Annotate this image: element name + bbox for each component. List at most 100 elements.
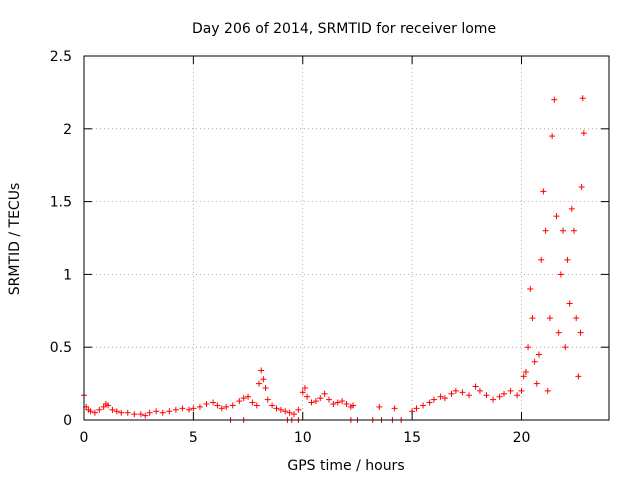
data-point bbox=[179, 405, 186, 412]
data-point bbox=[277, 406, 284, 413]
x-tick-label: 10 bbox=[294, 430, 312, 446]
x-tick-label: 5 bbox=[189, 430, 198, 446]
ticks: 0 0.5 1 1.5 2 2.5 0 5 10 15 20 bbox=[50, 49, 609, 446]
data-point bbox=[472, 383, 479, 390]
data-point bbox=[564, 256, 571, 263]
data-point bbox=[538, 256, 545, 263]
data-point bbox=[343, 400, 350, 407]
data-point bbox=[172, 406, 179, 413]
data-point bbox=[166, 408, 173, 415]
x-tick-label: 20 bbox=[513, 430, 531, 446]
data-point bbox=[218, 405, 225, 412]
data-point bbox=[118, 409, 125, 416]
data-point bbox=[544, 387, 551, 394]
data-point bbox=[452, 387, 459, 394]
data-point bbox=[568, 205, 575, 212]
data-point bbox=[549, 133, 556, 140]
data-point bbox=[146, 409, 153, 416]
data-point bbox=[557, 271, 564, 278]
y-tick-label: 0 bbox=[63, 413, 72, 429]
data-point bbox=[466, 392, 472, 399]
data-point bbox=[578, 184, 585, 191]
data-point bbox=[253, 402, 260, 409]
data-point bbox=[137, 411, 144, 418]
data-point bbox=[529, 315, 536, 322]
plot-frame bbox=[83, 55, 610, 421]
data-point bbox=[536, 351, 542, 358]
data-point bbox=[203, 400, 210, 407]
data-point bbox=[282, 408, 289, 415]
data-point bbox=[579, 95, 586, 102]
data-point bbox=[334, 399, 341, 406]
grid bbox=[84, 56, 609, 420]
data-point bbox=[330, 400, 337, 407]
data-point bbox=[249, 399, 256, 406]
data-point bbox=[317, 395, 324, 402]
data-point bbox=[142, 412, 149, 419]
data-point bbox=[269, 402, 276, 409]
x-axis-label: GPS time / hours bbox=[287, 458, 404, 474]
data-point bbox=[571, 227, 577, 234]
data-point bbox=[105, 402, 112, 409]
data-point bbox=[514, 392, 521, 399]
data-point bbox=[507, 387, 514, 394]
data-point bbox=[159, 409, 166, 416]
data-point bbox=[520, 373, 527, 380]
data-point bbox=[420, 402, 427, 409]
data-point bbox=[321, 390, 328, 397]
data-point bbox=[542, 227, 549, 234]
data-point bbox=[490, 396, 497, 403]
data-point bbox=[413, 405, 420, 412]
data-point bbox=[214, 402, 221, 409]
data-point bbox=[229, 402, 236, 409]
data-point bbox=[531, 358, 538, 365]
data-point bbox=[96, 406, 103, 413]
data-point bbox=[553, 213, 560, 220]
data-point bbox=[431, 396, 437, 403]
data-point bbox=[308, 399, 315, 406]
data-points bbox=[81, 95, 587, 423]
data-point bbox=[496, 393, 503, 400]
data-point bbox=[580, 130, 587, 137]
data-point bbox=[522, 368, 529, 375]
y-tick-label: 0.5 bbox=[50, 340, 72, 356]
data-point bbox=[518, 387, 525, 394]
data-point bbox=[391, 405, 398, 412]
data-point bbox=[339, 398, 346, 405]
data-point bbox=[153, 408, 160, 415]
data-point bbox=[295, 406, 302, 413]
data-point bbox=[264, 396, 271, 403]
data-point bbox=[476, 387, 483, 394]
data-point bbox=[533, 380, 540, 387]
data-point bbox=[186, 406, 192, 413]
data-point bbox=[555, 329, 562, 336]
data-point bbox=[527, 285, 534, 292]
y-tick-label: 1 bbox=[63, 267, 72, 283]
data-point bbox=[577, 329, 584, 336]
chart-title: Day 206 of 2014, SRMTID for receiver lom… bbox=[192, 21, 496, 37]
data-point bbox=[501, 390, 507, 397]
data-point bbox=[286, 409, 293, 416]
data-point bbox=[87, 408, 94, 415]
data-point bbox=[540, 188, 547, 195]
data-point bbox=[240, 395, 247, 402]
data-point bbox=[426, 399, 433, 406]
data-point bbox=[551, 96, 558, 103]
data-point bbox=[196, 403, 203, 410]
data-point bbox=[448, 390, 455, 397]
data-point bbox=[459, 389, 466, 396]
data-point bbox=[273, 405, 280, 412]
data-point bbox=[441, 395, 448, 402]
data-point bbox=[299, 389, 306, 396]
data-point bbox=[256, 380, 262, 387]
data-point bbox=[437, 393, 444, 400]
data-point bbox=[262, 384, 269, 391]
data-point bbox=[245, 393, 252, 400]
data-point bbox=[573, 315, 580, 322]
data-point bbox=[350, 402, 357, 409]
data-point bbox=[483, 392, 490, 399]
data-point bbox=[113, 408, 120, 415]
data-point bbox=[190, 405, 197, 412]
y-axis-label: SRMTID / TECUs bbox=[7, 183, 23, 296]
